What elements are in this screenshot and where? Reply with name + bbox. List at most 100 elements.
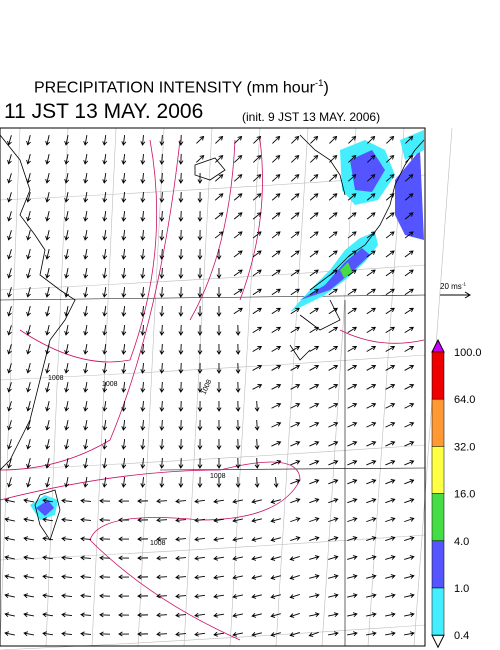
parallel [0,354,426,381]
wind-arrow [7,363,12,374]
wind-arrow [290,517,301,523]
wind-arrow [290,288,300,296]
wind-arrow [121,210,127,222]
colorbar-segment [431,446,445,494]
wind-arrow [290,345,301,352]
wind-arrow [102,153,108,165]
wind-arrow [347,174,357,182]
wind-arrow [23,631,34,637]
init-time: (init. 9 JST 13 MAY. 2006) [242,110,381,124]
wind-arrow [4,574,15,579]
wind-arrow [213,612,225,618]
wind-arrow [121,267,127,279]
wind-arrow [156,536,168,542]
wind-arrow [99,574,111,580]
wind-arrow [26,325,31,336]
wind-arrow [385,574,396,579]
wind-arrow [367,154,376,163]
colorbar-label: 1.0 [454,583,469,595]
wind-arrow [233,250,243,258]
wind-arrow [80,555,92,561]
wind-arrow [118,593,130,599]
wind-arrow [216,438,222,450]
wind-arrow [235,343,241,355]
wind-arrow [347,631,358,637]
wind-arrow [137,612,149,618]
wind-arrow [385,383,396,390]
wind-arrow [197,305,203,317]
wind-arrow [4,631,15,636]
wind-arrow [404,364,415,371]
wind-arrow [328,288,338,296]
wind-arrow [83,306,89,317]
colorbar-label: 64.0 [454,394,475,406]
wind-arrow [404,403,415,409]
wind-arrow [45,401,50,412]
wind-arrow [271,383,282,390]
wind-arrow [175,612,187,618]
wind-arrow [194,517,206,523]
contour-label: 1008 [200,379,213,396]
wind-arrow [121,381,127,393]
wind-arrow [26,173,31,184]
wind-arrow [328,250,338,258]
wind-arrow [308,631,319,637]
wind-arrow [309,460,320,466]
wind-arrow [118,536,130,542]
wind-arrow [99,536,111,542]
wind-arrow [270,518,281,523]
wind-arrow [233,174,243,182]
wind-arrow [7,420,12,431]
wind-arrow [309,441,320,447]
wind-arrow [404,174,414,182]
wind-arrow [254,438,260,450]
wind-arrow [309,364,320,371]
wind-arrow [175,517,187,523]
wind-arrow [404,212,414,220]
wind-arrow [347,364,358,371]
wind-arrow [404,631,415,637]
wind-arrow [216,400,222,412]
wind-arrow [235,381,241,393]
wind-arrow [156,631,168,637]
wind-arrow [366,555,377,560]
wind-arrow [235,324,241,336]
wind-arrow [7,477,12,488]
wind-arrow [140,210,146,222]
wind-arrow [252,288,262,296]
wind-arrow [178,153,184,165]
precip-moderate [300,248,370,300]
wind-arrow [64,230,70,241]
colorbar-segment [431,351,445,400]
wind-arrow [80,574,92,580]
wind-arrow [7,458,12,469]
wind-arrow [102,267,108,279]
wind-arrow [156,517,168,523]
wind-arrow [140,419,146,431]
wind-arrow [197,343,203,355]
wind-arrow [385,441,396,447]
wind-arrow [213,574,225,580]
wind-arrow [347,422,358,428]
wind-arrow [366,193,376,201]
wind-arrow [309,479,320,485]
wind-arrow [83,439,89,450]
wind-arrow [137,574,149,580]
wind-arrow [194,631,206,637]
wind-arrow [42,536,54,542]
wind-arrow [102,286,108,298]
wind-arrow [385,517,396,523]
wind-arrow [159,419,165,431]
wind-arrow [64,420,70,431]
wind-arrow [309,307,319,315]
wind-arrow [7,211,12,222]
wind-arrow [61,517,73,523]
wind-arrow [7,382,12,393]
wind-arrow [215,135,224,144]
wind-arrow [270,613,281,618]
contour-label: 1008 [48,375,64,382]
graticule [0,127,453,650]
wind-arrow [23,612,34,618]
wind-arrow [328,231,338,239]
